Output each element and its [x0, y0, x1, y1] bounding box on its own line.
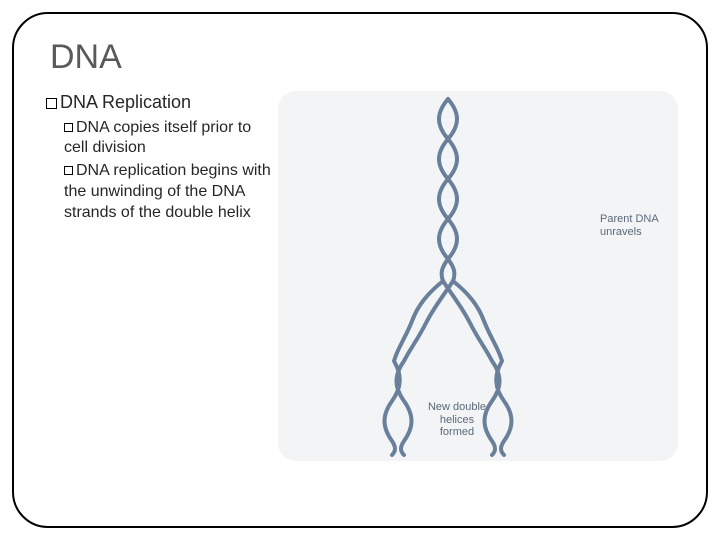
diagram-column: Parent DNA unravels New double helices f…	[278, 91, 678, 461]
bullet-level2: DNA copies itself prior to cell division	[64, 118, 274, 160]
text-column: DNA Replication DNA copies itself prior …	[42, 91, 274, 461]
square-bullet-icon	[46, 98, 57, 109]
square-bullet-icon	[64, 123, 73, 132]
slide-frame: DNA DNA Replication DNA copies itself pr…	[12, 12, 708, 528]
bullet-l2a-text: DNA copies itself prior to cell division	[64, 119, 251, 157]
slide-title: DNA	[50, 38, 678, 77]
bullet-l1-text: DNA Replication	[60, 92, 191, 112]
diagram-label-new: New double helices formed	[424, 401, 490, 439]
square-bullet-icon	[64, 166, 73, 175]
diagram-label-parent: Parent DNA unravels	[600, 213, 668, 238]
bullet-l2b-text: DNA replication begins with the unwindin…	[64, 162, 271, 221]
content-row: DNA Replication DNA copies itself prior …	[42, 91, 678, 461]
bullet-level2: DNA replication begins with the unwindin…	[64, 161, 274, 223]
bullet-level1: DNA Replication	[46, 91, 274, 114]
